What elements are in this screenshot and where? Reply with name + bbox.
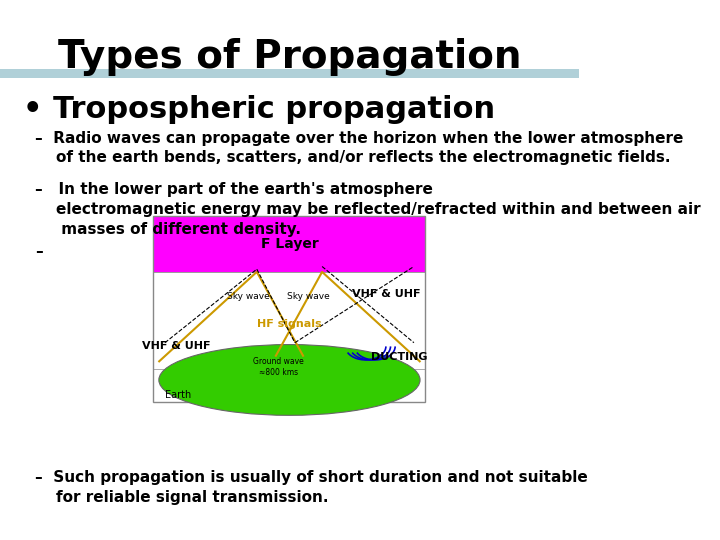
Text: Earth: Earth [165,389,192,400]
Text: Ground wave
≈800 kms: Ground wave ≈800 kms [253,357,304,376]
Text: Sky wave: Sky wave [228,292,270,301]
FancyBboxPatch shape [153,216,426,272]
Text: DUCTING: DUCTING [372,352,428,362]
FancyBboxPatch shape [0,69,579,78]
FancyBboxPatch shape [153,272,426,369]
Text: HF signals: HF signals [257,319,322,329]
Text: –  Radio waves can propagate over the horizon when the lower atmosphere
    of t: – Radio waves can propagate over the hor… [35,131,683,165]
Text: Types of Propagation: Types of Propagation [58,38,521,76]
Text: VHF & UHF: VHF & UHF [142,341,210,352]
Text: –  Such propagation is usually of short duration and not suitable
    for reliab: – Such propagation is usually of short d… [35,470,588,504]
Text: –   In the lower part of the earth's atmosphere
    electromagnetic energy may b: – In the lower part of the earth's atmos… [35,182,701,237]
Text: VHF & UHF: VHF & UHF [352,289,420,299]
Text: –: – [35,244,42,259]
Text: Sky wave: Sky wave [287,292,330,301]
Text: • Tropospheric propagation: • Tropospheric propagation [23,94,495,124]
Text: F Layer: F Layer [261,237,318,251]
Ellipse shape [159,345,420,415]
